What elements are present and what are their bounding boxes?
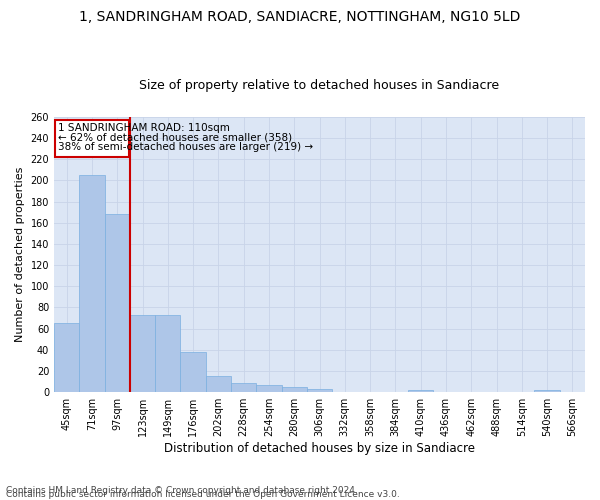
- Title: Size of property relative to detached houses in Sandiacre: Size of property relative to detached ho…: [139, 79, 500, 92]
- Bar: [206, 376, 231, 392]
- Bar: [155, 315, 181, 392]
- Text: 1 SANDRINGHAM ROAD: 110sqm: 1 SANDRINGHAM ROAD: 110sqm: [58, 123, 230, 133]
- Text: ← 62% of detached houses are smaller (358): ← 62% of detached houses are smaller (35…: [58, 132, 292, 142]
- Bar: [535, 390, 560, 392]
- Text: Contains HM Land Registry data © Crown copyright and database right 2024.: Contains HM Land Registry data © Crown c…: [6, 486, 358, 495]
- Bar: [256, 385, 281, 392]
- FancyBboxPatch shape: [55, 120, 128, 157]
- Text: 38% of semi-detached houses are larger (219) →: 38% of semi-detached houses are larger (…: [58, 142, 313, 152]
- Text: 1, SANDRINGHAM ROAD, SANDIACRE, NOTTINGHAM, NG10 5LD: 1, SANDRINGHAM ROAD, SANDIACRE, NOTTINGH…: [79, 10, 521, 24]
- Bar: [408, 390, 433, 392]
- Bar: [181, 352, 206, 392]
- Bar: [54, 324, 79, 392]
- X-axis label: Distribution of detached houses by size in Sandiacre: Distribution of detached houses by size …: [164, 442, 475, 455]
- Bar: [79, 175, 104, 392]
- Bar: [307, 389, 332, 392]
- Bar: [104, 214, 130, 392]
- Y-axis label: Number of detached properties: Number of detached properties: [15, 167, 25, 342]
- Bar: [231, 382, 256, 392]
- Bar: [130, 315, 155, 392]
- Bar: [281, 387, 307, 392]
- Text: Contains public sector information licensed under the Open Government Licence v3: Contains public sector information licen…: [6, 490, 400, 499]
